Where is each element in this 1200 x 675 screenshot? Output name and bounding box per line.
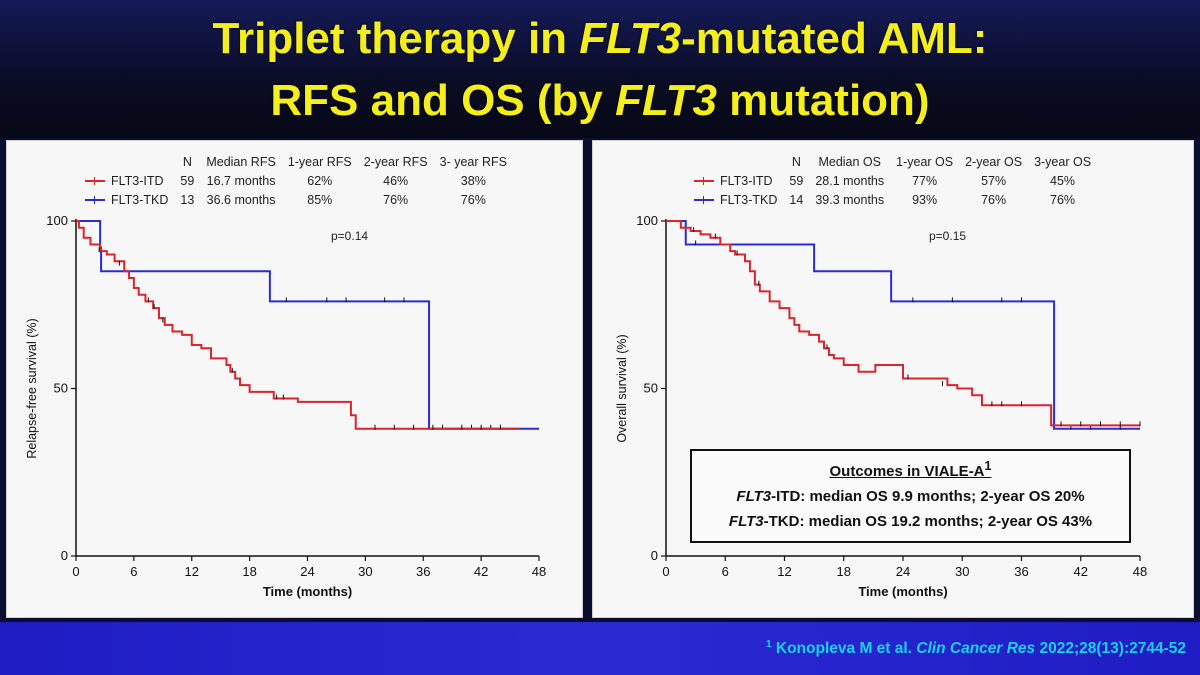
x-tick-label: 36 xyxy=(416,564,430,579)
viale-box-itd-line: FLT3-ITD: median OS 9.9 months; 2-year O… xyxy=(736,488,1085,505)
table-cell: 13 xyxy=(180,192,195,207)
reference-citation: 1 Konopleva M et al. Clin Cancer Res 202… xyxy=(766,639,1186,658)
table-cell: 62% xyxy=(307,173,333,188)
x-tick-label: 6 xyxy=(722,564,729,579)
x-tick-label: 24 xyxy=(896,564,910,579)
survival-curve-flt3-tkd xyxy=(76,220,539,430)
table-cell: 45% xyxy=(1050,173,1076,188)
rfs-table-header: N Median RFS 1-year RFS 2-year RFS 3- ye… xyxy=(85,152,513,171)
x-tick-label: 30 xyxy=(955,564,969,579)
table-header-cell: 2-year OS xyxy=(965,154,1023,169)
rfs-table-row-tkd: FLT3-TKD 13 36.6 months 85% 76% 76% xyxy=(85,190,513,209)
os-table-header: N Median OS 1-year OS 2-year OS 3-year O… xyxy=(694,152,1097,171)
table-header-cell: N xyxy=(791,154,801,169)
table-cell: 59 xyxy=(789,173,804,188)
survival-curve-flt3-tkd xyxy=(666,220,1140,430)
x-tick-label: 48 xyxy=(1133,564,1147,579)
table-cell: 57% xyxy=(981,173,1007,188)
table-cell: 16.7 months xyxy=(206,173,276,188)
table-cell: 76% xyxy=(1050,192,1076,207)
y-tick-label: 50 xyxy=(54,381,68,396)
x-tick-label: 30 xyxy=(358,564,372,579)
os-p-value: p=0.15 xyxy=(929,229,967,243)
table-header-cell: 2-year RFS xyxy=(363,154,428,169)
viale-box-title: Outcomes in VIALE-A1 xyxy=(829,459,992,480)
table-header-cell: Median OS xyxy=(818,154,881,169)
x-tick-label: 18 xyxy=(242,564,256,579)
table-header-cell: 1-year RFS xyxy=(287,154,352,169)
y-axis-label: Relapse-free survival (%) xyxy=(25,318,39,458)
os-km-plot: 0 6 12 18 24 30 36 42 48 0 50 100 Time (months) Overa… xyxy=(615,213,1147,599)
title-bar: Triplet therapy in FLT3-mutated AML: RFS… xyxy=(0,0,1200,138)
table-cell: 59 xyxy=(180,173,195,188)
table-cell: 36.6 months xyxy=(206,192,276,207)
y-tick-label: 0 xyxy=(651,548,658,563)
legend-tkd: FLT3-TKD xyxy=(694,190,783,209)
x-tick-label: 12 xyxy=(185,564,199,579)
rfs-table-row-itd: FLT3-ITD 59 16.7 months 62% 46% 38% xyxy=(85,171,513,190)
legend-tkd: FLT3-TKD xyxy=(85,190,174,209)
table-cell: 39.3 months xyxy=(815,192,885,207)
rfs-stats-table: N Median RFS 1-year RFS 2-year RFS 3- ye… xyxy=(85,152,513,209)
os-chart-panel: N Median OS 1-year OS 2-year OS 3-year O… xyxy=(592,140,1194,618)
x-tick-label: 18 xyxy=(837,564,851,579)
x-tick-label: 0 xyxy=(72,564,79,579)
rfs-chart-panel: N Median RFS 1-year RFS 2-year RFS 3- ye… xyxy=(6,140,583,618)
table-cell: 77% xyxy=(912,173,938,188)
title-line-2: RFS and OS (by FLT3 mutation) xyxy=(270,76,930,125)
table-cell: 14 xyxy=(789,192,804,207)
x-axis-label: Time (months) xyxy=(858,584,947,599)
table-cell: 76% xyxy=(383,192,409,207)
table-cell: 28.1 months xyxy=(815,173,885,188)
slide-title: Triplet therapy in FLT3-mutated AML: RFS… xyxy=(0,8,1200,132)
table-cell: 76% xyxy=(460,192,486,207)
y-tick-label: 100 xyxy=(636,213,658,228)
table-header-cell: N xyxy=(182,154,192,169)
x-tick-label: 48 xyxy=(532,564,546,579)
x-tick-label: 24 xyxy=(300,564,314,579)
legend-itd: FLT3-ITD xyxy=(85,171,174,190)
title-line-1: Triplet therapy in FLT3-mutated AML: xyxy=(212,14,988,63)
os-table-row-tkd: FLT3-TKD 14 39.3 months 93% 76% 76% xyxy=(694,190,1097,209)
table-header-cell: 1-year OS xyxy=(896,154,954,169)
table-header-cell: Median RFS xyxy=(206,154,276,169)
survival-curve-flt3-itd xyxy=(76,220,520,430)
x-tick-label: 12 xyxy=(777,564,791,579)
y-axis-label: Overall survival (%) xyxy=(615,334,629,442)
table-cell: 93% xyxy=(912,192,938,207)
y-tick-label: 0 xyxy=(61,548,68,563)
y-tick-label: 50 xyxy=(644,381,658,396)
os-stats-table: N Median OS 1-year OS 2-year OS 3-year O… xyxy=(694,152,1097,209)
y-tick-label: 100 xyxy=(46,213,68,228)
table-cell: 76% xyxy=(981,192,1007,207)
legend-itd: FLT3-ITD xyxy=(694,171,783,190)
table-cell: 46% xyxy=(383,173,409,188)
x-tick-label: 42 xyxy=(1074,564,1088,579)
survival-curve-flt3-itd xyxy=(666,220,1140,427)
x-tick-label: 42 xyxy=(474,564,488,579)
viale-box-tkd-line: FLT3-TKD: median OS 19.2 months; 2-year … xyxy=(728,513,1093,530)
os-table-row-itd: FLT3-ITD 59 28.1 months 77% 57% 45% xyxy=(694,171,1097,190)
x-tick-label: 6 xyxy=(130,564,137,579)
x-tick-label: 0 xyxy=(662,564,669,579)
rfs-p-value: p=0.14 xyxy=(331,229,369,243)
table-cell: 85% xyxy=(307,192,333,207)
x-axis-label: Time (months) xyxy=(263,584,352,599)
table-header-cell: 3- year RFS xyxy=(439,154,508,169)
rfs-km-plot: 0 6 12 18 24 30 36 42 48 0 50 100 Time (months) Relap… xyxy=(25,213,546,599)
viale-a-outcomes-box: Outcomes in VIALE-A1 FLT3-ITD: median OS… xyxy=(690,449,1131,543)
table-cell: 38% xyxy=(460,173,486,188)
x-tick-label: 36 xyxy=(1014,564,1028,579)
footer-bar: 1 Konopleva M et al. Clin Cancer Res 202… xyxy=(0,622,1200,675)
table-header-cell: 3-year OS xyxy=(1034,154,1092,169)
